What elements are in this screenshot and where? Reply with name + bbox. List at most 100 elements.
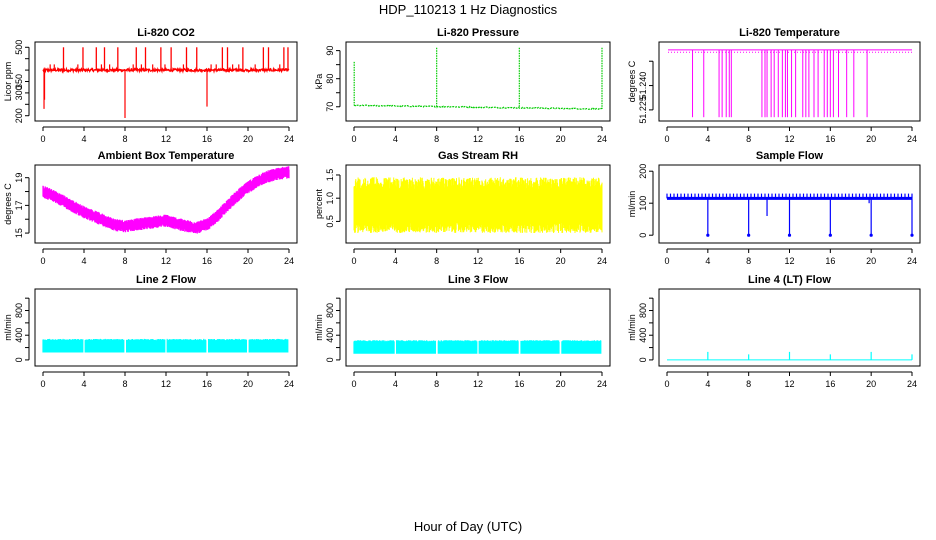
x-tick-label: 12 xyxy=(473,256,483,266)
series xyxy=(353,177,603,233)
y-tick-label: 90 xyxy=(325,46,335,56)
y-axis: 0.5 1.0 1.5 xyxy=(325,169,341,228)
x-tick-label: 4 xyxy=(393,256,398,266)
x-tick-label: 4 xyxy=(393,379,398,389)
y-tick-label: 0 xyxy=(325,357,335,362)
x-tick-label: 0 xyxy=(664,379,669,389)
y-axis: 0 400 800 xyxy=(325,297,341,362)
plot-frame xyxy=(34,41,298,122)
x-tick-label: 4 xyxy=(81,256,86,266)
y-tick-label: 1.5 xyxy=(325,169,335,182)
y-axis-label: kPa xyxy=(314,74,324,90)
x-tick-label: 24 xyxy=(597,256,607,266)
x-tick-label: 16 xyxy=(825,134,835,144)
y-tick-label: 400 xyxy=(638,328,648,343)
series-line xyxy=(42,66,290,74)
y-tick-label: 70 xyxy=(325,102,335,112)
x-tick-label: 8 xyxy=(434,379,439,389)
series xyxy=(667,351,913,361)
plot-frame xyxy=(345,41,611,122)
plot-frame xyxy=(658,41,921,122)
x-tick-label: 20 xyxy=(866,134,876,144)
y-tick-label: 0 xyxy=(638,233,648,238)
x-tick-label: 12 xyxy=(161,256,171,266)
x-axis: 0 4 8 12 16 20 24 xyxy=(664,248,917,266)
x-tick-label: 8 xyxy=(434,134,439,144)
x-tick-label: 12 xyxy=(784,134,794,144)
plot-frame xyxy=(658,164,921,244)
y-tick-label: 80 xyxy=(325,74,335,84)
x-tick-label: 20 xyxy=(243,134,253,144)
panel-6: Sample Flow ml/min 0 4 8 12 16 20 24 0 100 200 xyxy=(627,150,921,266)
y-axis: 0 400 800 xyxy=(14,297,30,362)
x-tick-label: 24 xyxy=(907,134,917,144)
x-tick-label: 16 xyxy=(202,379,212,389)
series xyxy=(42,338,289,353)
y-axis-label: ml/min xyxy=(627,314,637,341)
x-tick-label: 24 xyxy=(597,134,607,144)
x-tick-label: 20 xyxy=(556,256,566,266)
panel-5: Gas Stream RH percent 0 4 8 12 16 20 24 0.5 1.0 1.5 xyxy=(314,150,611,266)
y-axis-label: Licor ppm xyxy=(3,62,13,102)
y-tick-label: 0 xyxy=(638,357,648,362)
x-tick-label: 8 xyxy=(122,256,127,266)
x-tick-label: 24 xyxy=(907,256,917,266)
x-tick-label: 20 xyxy=(866,379,876,389)
series-band xyxy=(353,177,603,233)
x-axis: 0 4 8 12 16 20 24 xyxy=(351,248,607,266)
panel-9: Line 4 (LT) Flow ml/min 0 4 8 12 16 20 24 0 400 800 xyxy=(627,274,921,389)
x-tick-label: 4 xyxy=(705,134,710,144)
panel-8: Line 3 Flow ml/min 0 4 8 12 16 20 24 0 400 800 xyxy=(314,274,611,389)
x-axis-label: Hour of Day (UTC) xyxy=(414,519,522,534)
panel-2: Li-820 Pressure kPa 0 4 8 12 16 20 24 70 80 90 xyxy=(314,27,611,144)
panel-title: Li-820 CO2 xyxy=(137,27,194,39)
drop-point xyxy=(828,233,832,237)
x-tick-label: 0 xyxy=(664,134,669,144)
x-tick-label: 24 xyxy=(597,379,607,389)
x-tick-label: 20 xyxy=(866,256,876,266)
x-tick-label: 8 xyxy=(122,134,127,144)
panel-title: Line 3 Flow xyxy=(448,274,508,286)
x-tick-label: 24 xyxy=(907,379,917,389)
y-tick-label: 800 xyxy=(14,303,24,318)
y-tick-label: 500 xyxy=(14,40,24,55)
drop-point xyxy=(787,233,792,237)
y-tick-label: 800 xyxy=(325,303,335,318)
x-tick-label: 12 xyxy=(784,379,794,389)
panel-title: Sample Flow xyxy=(756,150,824,162)
y-tick-label: 350 xyxy=(14,74,24,89)
y-axis: 0 400 800 xyxy=(638,297,654,362)
panel-7: Line 2 Flow ml/min 0 4 8 12 16 20 24 0 400 800 xyxy=(3,274,298,389)
series-line xyxy=(353,104,602,111)
x-tick-label: 24 xyxy=(284,256,294,266)
series xyxy=(668,49,912,118)
x-tick-label: 0 xyxy=(40,134,45,144)
x-axis: 0 4 8 12 16 20 24 xyxy=(664,371,917,389)
y-tick-label: 51.225 xyxy=(638,96,648,124)
y-tick-label: 300 xyxy=(14,85,24,100)
x-tick-label: 8 xyxy=(434,256,439,266)
x-tick-label: 24 xyxy=(284,134,294,144)
plot-frame xyxy=(34,164,298,244)
x-axis: 0 4 8 12 16 20 24 xyxy=(40,248,294,266)
x-axis: 0 4 8 12 16 20 24 xyxy=(40,371,294,389)
y-axis: 15 17 19 xyxy=(14,173,30,238)
y-axis-label: percent xyxy=(314,188,324,219)
x-tick-label: 16 xyxy=(514,256,524,266)
y-tick-label: 100 xyxy=(638,196,648,211)
x-tick-label: 20 xyxy=(243,256,253,266)
x-tick-label: 8 xyxy=(746,379,751,389)
x-tick-label: 12 xyxy=(784,256,794,266)
y-tick-label: 400 xyxy=(14,328,24,343)
x-tick-label: 20 xyxy=(243,379,253,389)
x-axis: 0 4 8 12 16 20 24 xyxy=(351,371,607,389)
x-tick-label: 12 xyxy=(473,379,483,389)
y-tick-label: 15 xyxy=(14,228,24,238)
x-tick-label: 12 xyxy=(161,379,171,389)
x-tick-label: 0 xyxy=(351,379,356,389)
y-tick-label: 17 xyxy=(14,200,24,210)
panel-title: Line 2 Flow xyxy=(136,274,196,286)
